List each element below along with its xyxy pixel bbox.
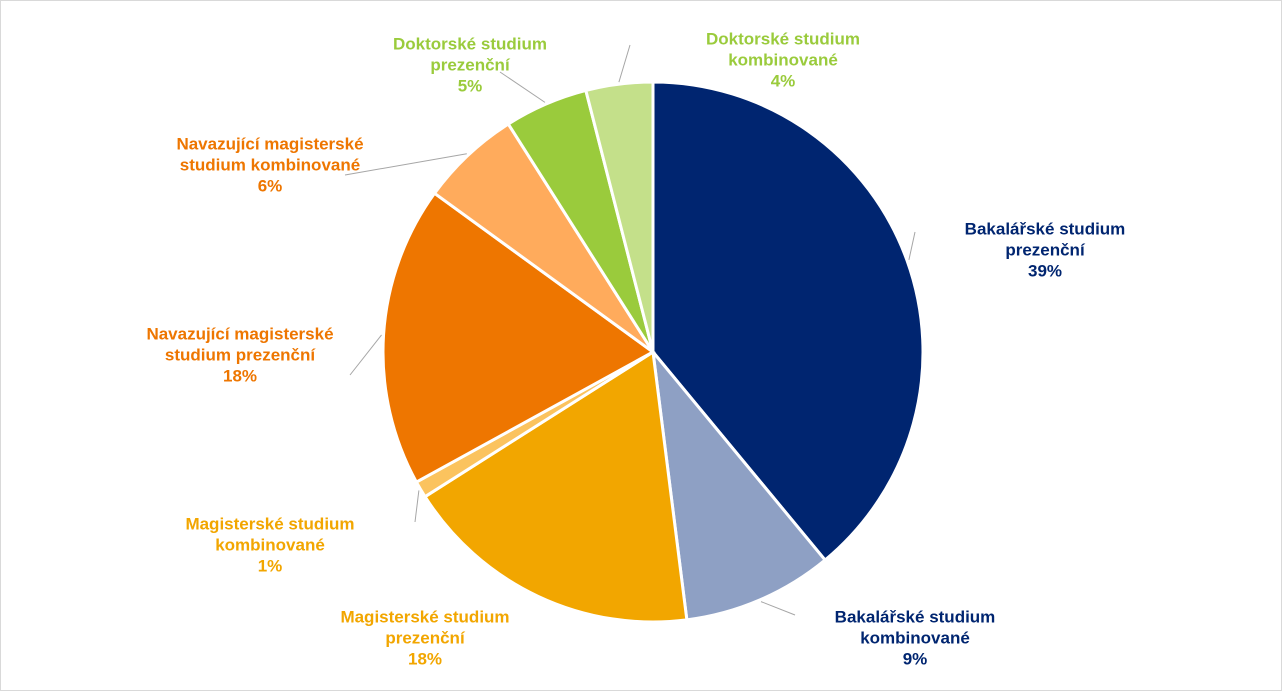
pie-slice	[422, 349, 689, 624]
category-label: Magisterské studium kombinované	[185, 514, 355, 555]
data-label: Doktorské studium prezenční 5%	[370, 34, 570, 97]
category-label: Doktorské studium kombinované	[706, 29, 860, 70]
pie-slice	[584, 80, 655, 353]
value-label: 4%	[770, 71, 796, 91]
value-label: 9%	[902, 649, 928, 669]
pie-slice	[651, 80, 925, 563]
category-label: Bakalářské studium kombinované	[834, 607, 996, 648]
value-label: 39%	[1027, 261, 1063, 281]
value-label: 18%	[407, 649, 443, 669]
category-label: Navazující magisterské studium prezenční	[146, 324, 334, 365]
value-label: 18%	[222, 366, 258, 386]
leader-line	[344, 153, 467, 176]
leader-line	[499, 71, 546, 103]
category-label: Doktorské studium prezenční	[393, 34, 547, 75]
data-label: Bakalářské studium kombinované 9%	[815, 607, 1015, 670]
data-label: Bakalářské studium prezenční 39%	[945, 219, 1145, 282]
leader-line	[908, 231, 916, 260]
category-label: Navazující magisterské studium kombinova…	[176, 134, 364, 175]
pie-slice	[381, 191, 656, 485]
leader-line	[760, 601, 796, 616]
leader-line	[414, 490, 420, 523]
leader-line	[618, 44, 631, 83]
category-label: Magisterské studium prezenční	[340, 607, 510, 648]
data-label: Navazující magisterské studium kombinova…	[170, 134, 370, 197]
data-label: Doktorské studium kombinované 4%	[683, 29, 883, 92]
category-label: Bakalářské studium prezenční	[964, 219, 1126, 260]
leader-line	[349, 334, 382, 376]
value-label: 1%	[257, 556, 283, 576]
data-label: Navazující magisterské studium prezenční…	[140, 324, 340, 387]
value-label: 6%	[257, 176, 283, 196]
pie-slice	[650, 347, 828, 622]
value-label: 5%	[457, 76, 483, 96]
data-label: Magisterské studium kombinované 1%	[170, 514, 370, 577]
data-label: Magisterské studium prezenční 18%	[325, 607, 525, 670]
